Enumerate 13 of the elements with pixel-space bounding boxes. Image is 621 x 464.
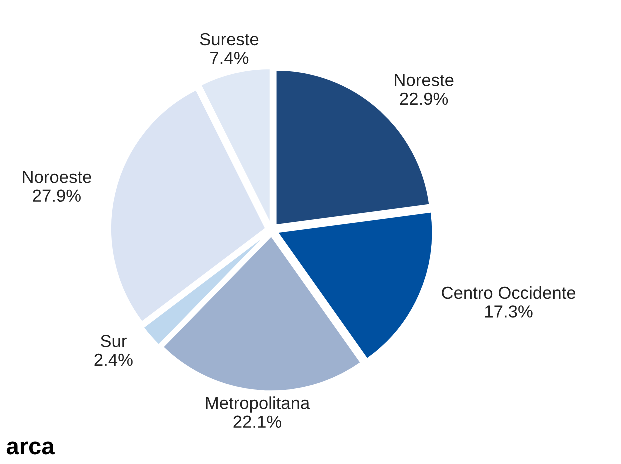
data-label: 7.4% — [210, 52, 249, 64]
slice-label: Sureste — [200, 33, 259, 46]
slice-label: Sur — [100, 335, 127, 348]
data-label: 22.9% — [400, 92, 448, 106]
slice-label: Noreste — [395, 74, 454, 86]
slice-label: Noroeste — [23, 171, 92, 184]
text: arca — [6, 442, 55, 455]
slice-label: Metropolitana — [206, 396, 310, 413]
data-label: 17.3% — [485, 306, 533, 318]
slice-label: Centro Occidente — [442, 286, 576, 300]
data-label: 22.1% — [234, 416, 282, 428]
data-label: 2.4% — [94, 354, 133, 366]
data-label: 27.9% — [33, 190, 81, 202]
